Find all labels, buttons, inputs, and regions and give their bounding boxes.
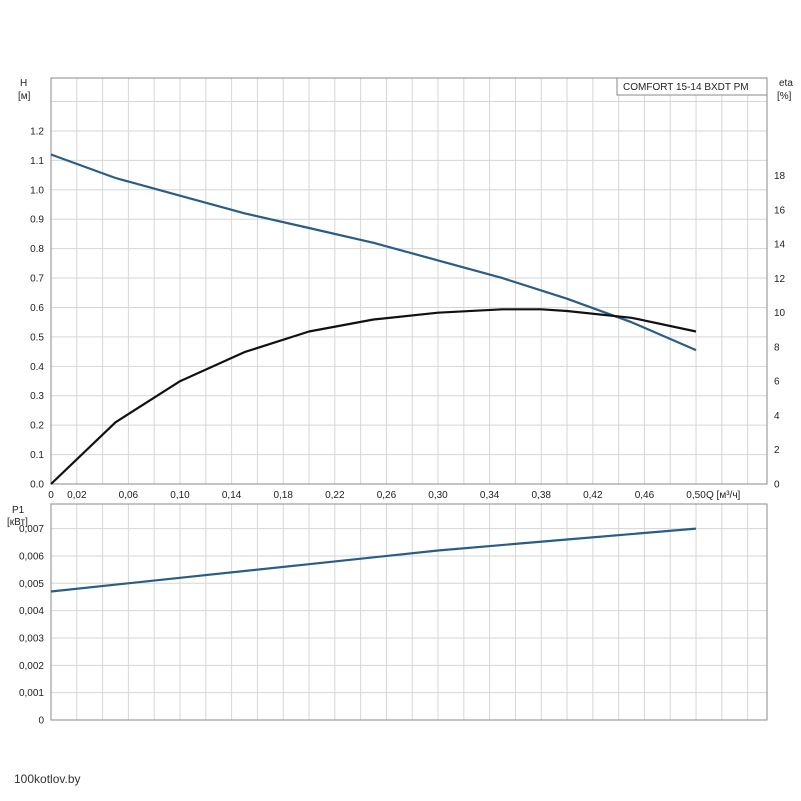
- y2-tick-label: 10: [774, 308, 786, 319]
- head-curve: [50, 153, 697, 352]
- x-tick-label: 0,26: [377, 490, 397, 501]
- y2-tick-label: 14: [774, 240, 786, 251]
- top-plot-frame: [50, 77, 768, 485]
- power-curve: [50, 527, 697, 593]
- y-tick-label: 1.2: [30, 126, 44, 137]
- x-tick-label: 0,42: [583, 490, 603, 501]
- y-tick-label: 0,002: [19, 661, 44, 672]
- x-tick-label: 0,02: [67, 490, 87, 501]
- y-tick-label: 0,004: [19, 606, 44, 617]
- y2-tick-label: 6: [774, 377, 780, 388]
- y2-tick-label: 12: [774, 274, 786, 285]
- x-tick-label: 0,50: [686, 490, 706, 501]
- y2-axis-unit-eta: [%]: [777, 91, 792, 102]
- y-tick-label: 0.4: [30, 362, 44, 373]
- y2-axis-label-eta: eta: [779, 78, 793, 89]
- watermark: 100kotlov.by: [14, 772, 81, 786]
- top-grid: [51, 78, 767, 484]
- y-tick-label: 0.8: [30, 244, 44, 255]
- efficiency-curve: [50, 308, 697, 485]
- y-tick-label: 0.3: [30, 391, 44, 402]
- x-tick-label: 0,30: [428, 490, 448, 501]
- x-tick-label: 0: [48, 490, 54, 501]
- bottom-grid: [51, 504, 767, 720]
- x-tick-label: 0,18: [273, 490, 293, 501]
- y-tick-label: 0.7: [30, 274, 44, 285]
- x-tick-label: 0,22: [325, 490, 345, 501]
- model-legend: COMFORT 15-14 BXDT PM: [616, 77, 768, 96]
- model-legend-box: [616, 77, 768, 96]
- x-tick-label: 0,14: [222, 490, 242, 501]
- y2-tick-label: 0: [774, 480, 780, 491]
- bottom-series: [50, 527, 697, 593]
- y2-tick-label: 2: [774, 445, 780, 456]
- x-tick-label: 0,46: [635, 490, 655, 501]
- x-tick-label: 0,10: [170, 490, 190, 501]
- y-tick-label: 0.5: [30, 332, 44, 343]
- bottom-tick-labels: 0 0,001 0,002 0,003 0,004 0,005 0,006 0,007: [19, 524, 44, 726]
- y-axis-unit-head: [м]: [18, 91, 31, 102]
- y-axis-unit-power: [кВт]: [7, 517, 28, 528]
- y-tick-label: 0: [38, 716, 44, 727]
- x-tick-label: 0,38: [531, 490, 551, 501]
- chart-title: COMFORT 15-14 BXDT PM: [623, 82, 749, 93]
- y-tick-label: 1.0: [30, 185, 44, 196]
- y-axis-label-power: P1: [12, 505, 25, 516]
- y2-tick-label: 4: [774, 411, 780, 422]
- y-tick-label: 0.1: [30, 450, 44, 461]
- y-axis-label-head: H: [20, 78, 27, 89]
- x-tick-label: 0,34: [480, 490, 500, 501]
- y-tick-label: 0.6: [30, 303, 44, 314]
- y-tick-label: 0.2: [30, 421, 44, 432]
- y2-tick-label: 16: [774, 205, 786, 216]
- y2-tick-label: 8: [774, 342, 780, 353]
- y-tick-label: 0,003: [19, 633, 44, 644]
- bottom-plot-frame: [50, 503, 768, 721]
- x-tick-label: 0,06: [119, 490, 139, 501]
- y2-tick-label: 18: [774, 171, 786, 182]
- y-tick-label: 0.0: [30, 480, 44, 491]
- y-tick-label: 0.9: [30, 215, 44, 226]
- top-tick-labels: 0.0 0.1 0.2 0.3 0.4 0.5 0.6 0.7 0.8 0.9 1.0 1.1 1.2 0…: [30, 126, 785, 501]
- y-tick-label: 0,005: [19, 579, 44, 590]
- top-series: [50, 153, 697, 485]
- y-tick-label: 0,001: [19, 688, 44, 699]
- y-tick-label: 0,007: [19, 524, 44, 535]
- y-tick-label: 1.1: [30, 156, 44, 167]
- x-axis-label: Q [м³/ч]: [706, 490, 741, 501]
- y-tick-label: 0,006: [19, 551, 44, 562]
